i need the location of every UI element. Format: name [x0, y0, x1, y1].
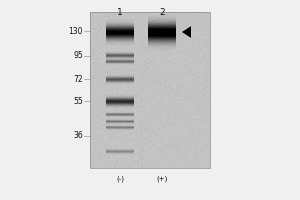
Text: 95: 95 [73, 51, 83, 60]
Text: 36: 36 [73, 132, 83, 140]
Text: 55: 55 [73, 97, 83, 106]
Text: (-): (-) [116, 176, 124, 182]
Text: (+): (+) [156, 176, 168, 182]
Text: 2: 2 [159, 8, 165, 17]
Polygon shape [182, 26, 191, 38]
Bar [90, 12, 210, 168]
Text: 1: 1 [117, 8, 123, 17]
Text: 72: 72 [74, 74, 83, 84]
Text: 130: 130 [68, 26, 83, 36]
